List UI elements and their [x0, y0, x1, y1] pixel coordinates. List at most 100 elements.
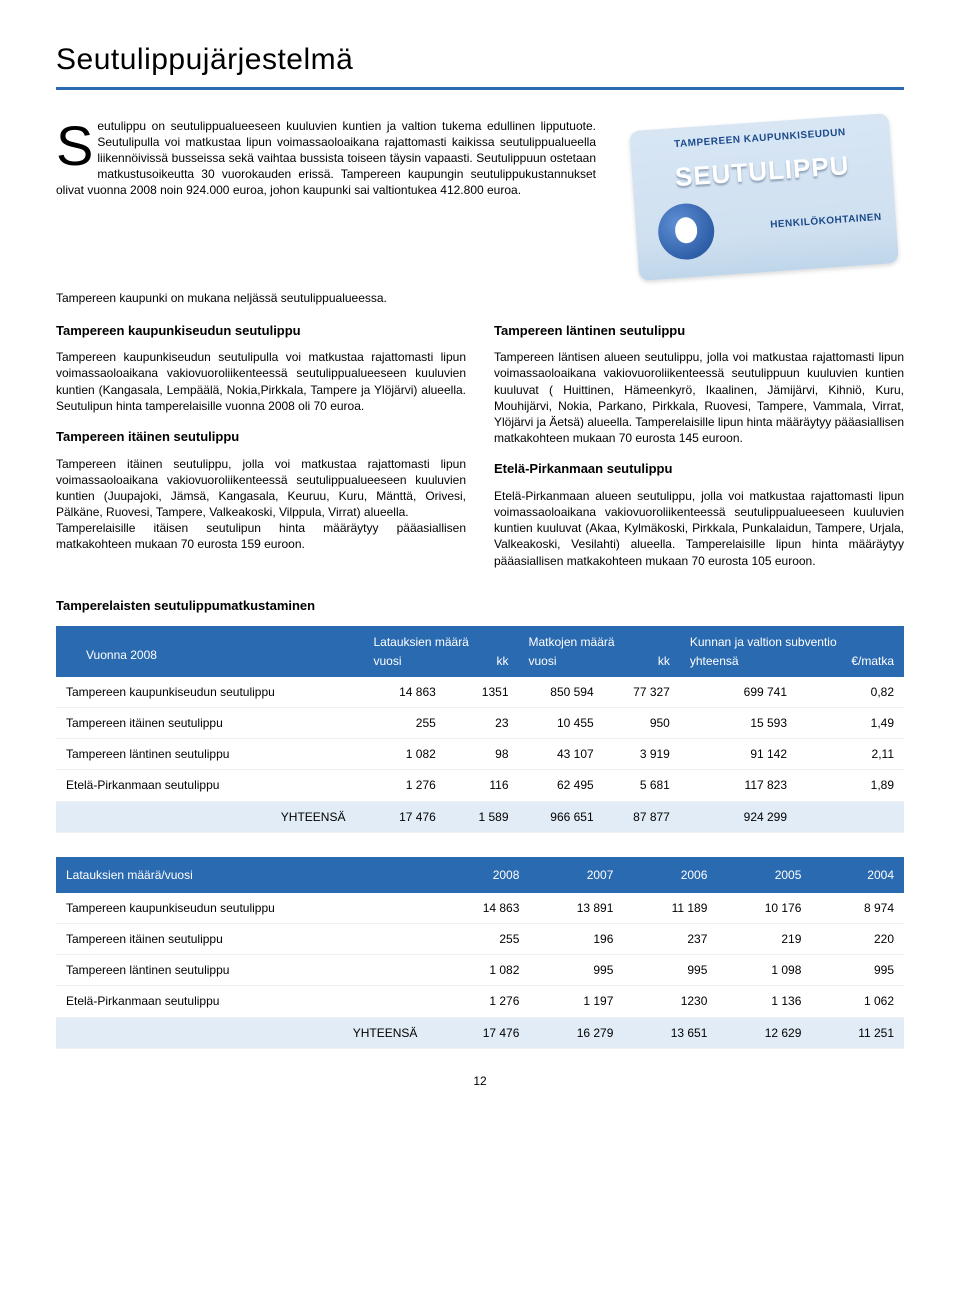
- table-cell: 220: [811, 924, 904, 955]
- page-number: 12: [56, 1073, 904, 1089]
- intro-body: eutulippu on seutulippualueeseen kuuluvi…: [56, 119, 596, 198]
- table-cell: 1 276: [435, 986, 529, 1017]
- t2-year-1: 2007: [529, 857, 623, 893]
- table-cell: 196: [529, 924, 623, 955]
- table-cell: 966 651: [519, 801, 604, 832]
- table-cell: 1,49: [797, 707, 904, 738]
- table-total-row: YHTEENSÄ17 4761 589966 65187 877924 299: [56, 801, 904, 832]
- table-cell: 23: [446, 707, 519, 738]
- right-h2: Etelä-Pirkanmaan seutulippu: [494, 460, 904, 478]
- intro-row: Seutulippu on seutulippualueeseen kuuluv…: [56, 118, 904, 272]
- table-cell: 5 681: [604, 770, 680, 801]
- table-cell: Tampereen kaupunkiseudun seutulippu: [56, 677, 363, 708]
- t1-group-2: Kunnan ja valtion subventio: [680, 626, 904, 650]
- table-cell: 12 629: [717, 1017, 811, 1048]
- t2-head-left: Latauksien määrä/vuosi: [56, 857, 435, 893]
- table-cell: 16 279: [529, 1017, 623, 1048]
- table-row: Etelä-Pirkanmaan seutulippu1 2761 197123…: [56, 986, 904, 1017]
- table-cell: Tampereen itäinen seutulippu: [56, 707, 363, 738]
- table-cell: 1 197: [529, 986, 623, 1017]
- table-cell: Tampereen kaupunkiseudun seutulippu: [56, 893, 435, 924]
- table-cell: 87 877: [604, 801, 680, 832]
- table-1: Vuonna 2008 Latauksien määrä Matkojen mä…: [56, 626, 904, 832]
- table-cell: Tampereen läntinen seutulippu: [56, 739, 363, 770]
- t2-year-2: 2006: [623, 857, 717, 893]
- page-title: Seutulippujärjestelmä: [56, 40, 904, 81]
- table-cell: 1 589: [446, 801, 519, 832]
- t2-year-3: 2005: [717, 857, 811, 893]
- table-cell: 950: [604, 707, 680, 738]
- left-h1: Tampereen kaupunkiseudun seutulippu: [56, 322, 466, 340]
- table-cell: 11 189: [623, 893, 717, 924]
- dropcap: S: [56, 118, 97, 170]
- table-cell: 13 891: [529, 893, 623, 924]
- table-row: Tampereen kaupunkiseudun seutulippu14 86…: [56, 677, 904, 708]
- right-h1: Tampereen läntinen seutulippu: [494, 322, 904, 340]
- table-row: Tampereen itäinen seutulippu255196237219…: [56, 924, 904, 955]
- table-cell: 116: [446, 770, 519, 801]
- table-row: Etelä-Pirkanmaan seutulippu1 27611662 49…: [56, 770, 904, 801]
- t1-sub-4: yhteensä: [680, 651, 797, 677]
- table-cell: 1 082: [363, 739, 445, 770]
- table-cell: 1230: [623, 986, 717, 1017]
- card-big-label: SEUTULIPPU: [645, 145, 879, 196]
- table-cell: 10 455: [519, 707, 604, 738]
- table-cell: 995: [529, 955, 623, 986]
- table-cell: 1 062: [811, 986, 904, 1017]
- table-cell: 77 327: [604, 677, 680, 708]
- table-cell: 219: [717, 924, 811, 955]
- table-cell: 255: [435, 924, 529, 955]
- table-cell: 850 594: [519, 677, 604, 708]
- left-column: Tampereen kaupunkiseudun seutulippu Tamp…: [56, 322, 466, 569]
- table-cell: Etelä-Pirkanmaan seutulippu: [56, 986, 435, 1017]
- table-cell: 1351: [446, 677, 519, 708]
- table-cell: 117 823: [680, 770, 797, 801]
- section-heading: Tamperelaisten seutulippumatkustaminen: [56, 597, 904, 615]
- table-cell: Tampereen itäinen seutulippu: [56, 924, 435, 955]
- t1-group-0: Latauksien määrä: [363, 626, 518, 650]
- total-label: YHTEENSÄ: [56, 1017, 435, 1048]
- table-2: Latauksien määrä/vuosi 2008 2007 2006 20…: [56, 857, 904, 1049]
- t2-year-4: 2004: [811, 857, 904, 893]
- table-cell: 13 651: [623, 1017, 717, 1048]
- left-p2b: Tamperelaisille itäisen seutulipun hinta…: [56, 520, 466, 552]
- seutulippu-card: TAMPEREEN KAUPUNKISEUDUN SEUTULIPPU HENK…: [629, 113, 899, 281]
- left-p2: Tampereen itäinen seutulippu, jolla voi …: [56, 456, 466, 521]
- table-cell: 15 593: [680, 707, 797, 738]
- right-p2: Etelä-Pirkanmaan alueen seutulippu, joll…: [494, 488, 904, 569]
- t1-sub-3: kk: [604, 651, 680, 677]
- two-columns: Tampereen kaupunkiseudun seutulippu Tamp…: [56, 322, 904, 569]
- table-cell: 62 495: [519, 770, 604, 801]
- table-cell: 8 974: [811, 893, 904, 924]
- t1-sub-2: vuosi: [519, 651, 604, 677]
- table-row: Tampereen läntinen seutulippu1 082995995…: [56, 955, 904, 986]
- card-face-icon: [656, 201, 716, 261]
- table-cell: 10 176: [717, 893, 811, 924]
- title-rule: [56, 87, 904, 90]
- table-cell: 995: [623, 955, 717, 986]
- table-cell: 924 299: [680, 801, 797, 832]
- table-cell: 11 251: [811, 1017, 904, 1048]
- t1-group-1: Matkojen määrä: [519, 626, 680, 650]
- left-p1: Tampereen kaupunkiseudun seutulipulla vo…: [56, 349, 466, 414]
- t1-head-left: Vuonna 2008: [56, 626, 363, 676]
- table-cell: 43 107: [519, 739, 604, 770]
- card-image: TAMPEREEN KAUPUNKISEUDUN SEUTULIPPU HENK…: [624, 118, 904, 272]
- intro-text: Seutulippu on seutulippualueeseen kuuluv…: [56, 118, 596, 272]
- table-cell: 98: [446, 739, 519, 770]
- table-cell: 3 919: [604, 739, 680, 770]
- table-cell: 995: [811, 955, 904, 986]
- table-cell: 1 098: [717, 955, 811, 986]
- table-cell: 1,89: [797, 770, 904, 801]
- left-h2: Tampereen itäinen seutulippu: [56, 428, 466, 446]
- table-cell: Etelä-Pirkanmaan seutulippu: [56, 770, 363, 801]
- table-row: Tampereen itäinen seutulippu2552310 4559…: [56, 707, 904, 738]
- table-cell: 255: [363, 707, 445, 738]
- table-cell: 14 863: [435, 893, 529, 924]
- table-cell: 699 741: [680, 677, 797, 708]
- table-cell: 17 476: [435, 1017, 529, 1048]
- table-cell: 0,82: [797, 677, 904, 708]
- t2-year-0: 2008: [435, 857, 529, 893]
- table-cell: Tampereen läntinen seutulippu: [56, 955, 435, 986]
- table-cell: 1 276: [363, 770, 445, 801]
